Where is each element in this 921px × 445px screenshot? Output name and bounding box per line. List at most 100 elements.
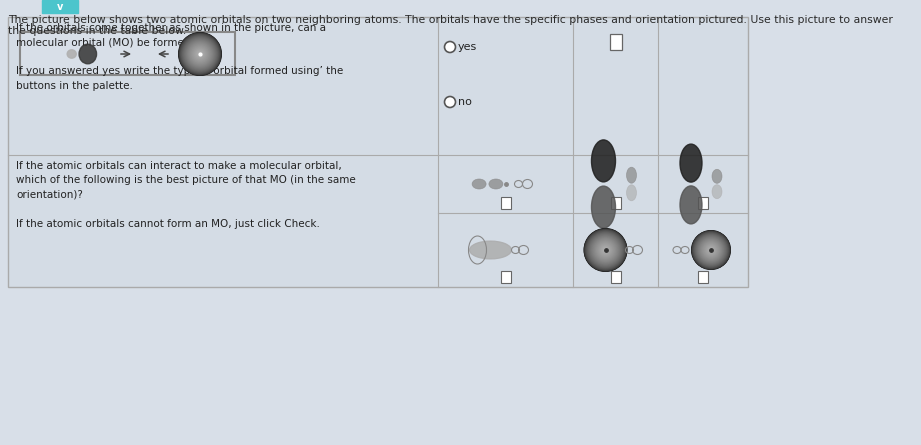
Circle shape bbox=[702, 240, 720, 259]
Circle shape bbox=[594, 238, 617, 262]
Circle shape bbox=[706, 246, 716, 255]
Circle shape bbox=[598, 243, 612, 257]
Circle shape bbox=[190, 44, 211, 65]
Circle shape bbox=[600, 245, 611, 255]
Circle shape bbox=[698, 237, 724, 263]
Circle shape bbox=[708, 247, 714, 253]
Circle shape bbox=[197, 51, 204, 57]
Ellipse shape bbox=[591, 186, 615, 228]
Circle shape bbox=[179, 33, 221, 75]
Circle shape bbox=[180, 34, 220, 74]
Circle shape bbox=[192, 45, 209, 63]
Text: the questions in the table below.: the questions in the table below. bbox=[8, 26, 186, 36]
Circle shape bbox=[700, 239, 722, 261]
Circle shape bbox=[700, 239, 722, 261]
Text: The picture below shows two atomic orbitals on two neighboring atoms. The orbita: The picture below shows two atomic orbit… bbox=[8, 15, 892, 25]
Circle shape bbox=[588, 232, 624, 267]
Circle shape bbox=[445, 97, 456, 108]
Circle shape bbox=[193, 47, 207, 61]
Ellipse shape bbox=[67, 50, 76, 58]
Circle shape bbox=[602, 247, 609, 254]
Bar bbox=[500, 271, 510, 283]
Circle shape bbox=[706, 245, 716, 255]
Circle shape bbox=[698, 238, 724, 263]
Circle shape bbox=[600, 245, 611, 255]
Text: yes: yes bbox=[458, 42, 477, 52]
Circle shape bbox=[705, 243, 717, 256]
Circle shape bbox=[703, 242, 719, 259]
Circle shape bbox=[199, 53, 201, 55]
Circle shape bbox=[198, 52, 202, 56]
Circle shape bbox=[587, 231, 624, 269]
Circle shape bbox=[698, 237, 724, 263]
Circle shape bbox=[589, 233, 623, 267]
Circle shape bbox=[694, 233, 728, 267]
Circle shape bbox=[586, 230, 625, 270]
Circle shape bbox=[187, 41, 213, 67]
Circle shape bbox=[594, 239, 617, 262]
Circle shape bbox=[590, 235, 621, 265]
Circle shape bbox=[703, 242, 719, 258]
Circle shape bbox=[604, 249, 607, 251]
Circle shape bbox=[694, 233, 729, 267]
Circle shape bbox=[589, 234, 622, 266]
Circle shape bbox=[595, 239, 616, 260]
Circle shape bbox=[589, 234, 622, 267]
Circle shape bbox=[185, 39, 215, 69]
Circle shape bbox=[602, 247, 609, 253]
Circle shape bbox=[710, 249, 712, 251]
Circle shape bbox=[190, 43, 211, 65]
Circle shape bbox=[592, 237, 618, 263]
Circle shape bbox=[592, 236, 619, 264]
Circle shape bbox=[710, 250, 712, 251]
Circle shape bbox=[590, 235, 621, 265]
Bar bbox=[698, 271, 708, 283]
Circle shape bbox=[179, 33, 221, 75]
Circle shape bbox=[585, 229, 626, 271]
Circle shape bbox=[696, 235, 726, 265]
Circle shape bbox=[701, 239, 721, 260]
Circle shape bbox=[196, 50, 204, 57]
Circle shape bbox=[702, 241, 720, 259]
Circle shape bbox=[195, 49, 204, 58]
Circle shape bbox=[182, 36, 217, 72]
Circle shape bbox=[184, 38, 216, 70]
Circle shape bbox=[188, 42, 212, 66]
Circle shape bbox=[704, 243, 718, 257]
Circle shape bbox=[599, 243, 612, 257]
Circle shape bbox=[189, 42, 212, 65]
Circle shape bbox=[705, 244, 717, 255]
Circle shape bbox=[596, 240, 615, 259]
Circle shape bbox=[183, 37, 216, 71]
Circle shape bbox=[709, 248, 713, 252]
Circle shape bbox=[600, 244, 611, 255]
Circle shape bbox=[704, 242, 718, 258]
Bar bbox=[20, 32, 235, 75]
Circle shape bbox=[586, 230, 625, 270]
Bar bbox=[698, 197, 708, 209]
Circle shape bbox=[697, 236, 725, 264]
Circle shape bbox=[598, 242, 613, 258]
Bar bbox=[8, 17, 748, 287]
Circle shape bbox=[694, 234, 728, 266]
Circle shape bbox=[195, 49, 204, 59]
Circle shape bbox=[602, 247, 608, 253]
Circle shape bbox=[195, 49, 205, 59]
Circle shape bbox=[598, 242, 613, 258]
Circle shape bbox=[189, 43, 211, 65]
Circle shape bbox=[179, 32, 222, 76]
Circle shape bbox=[183, 37, 217, 71]
Circle shape bbox=[187, 40, 214, 68]
Circle shape bbox=[703, 242, 719, 258]
Circle shape bbox=[701, 240, 721, 260]
Circle shape bbox=[192, 45, 208, 63]
Circle shape bbox=[591, 236, 620, 264]
Bar bbox=[611, 197, 621, 209]
Circle shape bbox=[702, 241, 719, 259]
Circle shape bbox=[692, 231, 730, 269]
Circle shape bbox=[193, 48, 206, 61]
Circle shape bbox=[188, 42, 212, 66]
Circle shape bbox=[181, 34, 219, 73]
Circle shape bbox=[699, 238, 723, 262]
Circle shape bbox=[587, 231, 624, 269]
